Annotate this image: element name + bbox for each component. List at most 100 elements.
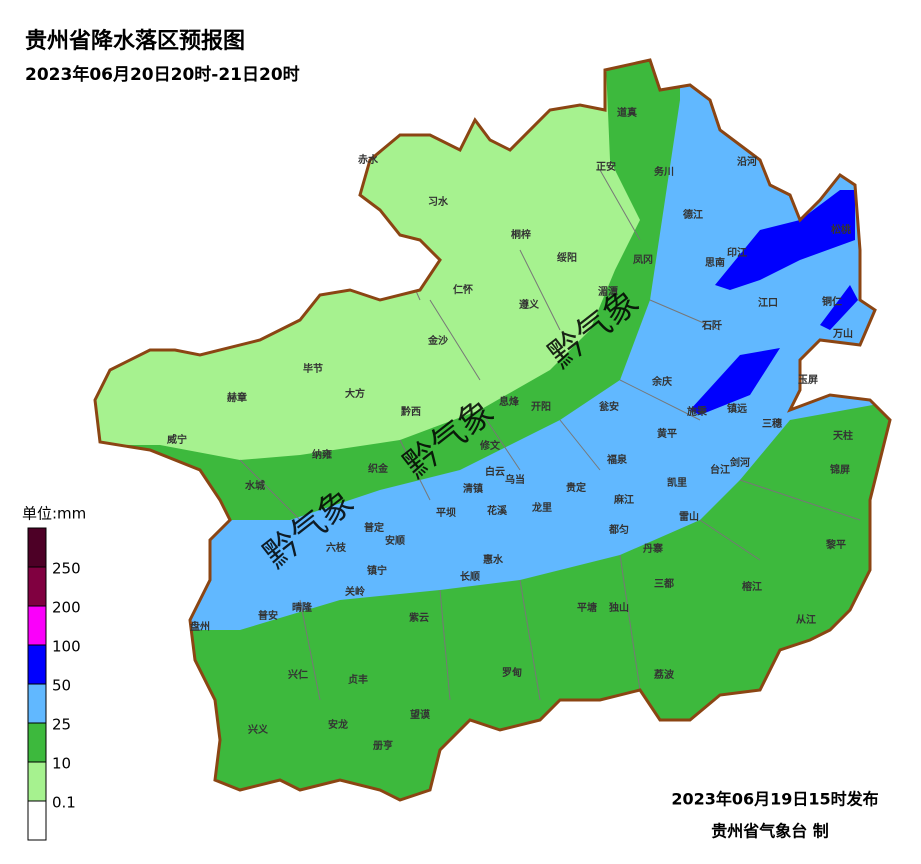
county-name: 天柱 bbox=[833, 429, 853, 442]
county-name: 望谟 bbox=[410, 708, 431, 721]
area-25-50 bbox=[180, 60, 890, 630]
county-name: 瓮安 bbox=[599, 400, 619, 413]
county-name: 剑河 bbox=[729, 456, 750, 469]
county-name: 石阡 bbox=[701, 319, 722, 332]
county-name: 白云 bbox=[485, 465, 505, 478]
legend-swatch bbox=[27, 761, 47, 802]
county-name: 麻江 bbox=[613, 493, 634, 506]
county-name: 松桃 bbox=[831, 223, 851, 236]
county-name: 开阳 bbox=[531, 401, 551, 413]
county-name: 紫云 bbox=[409, 611, 429, 624]
legend-unit: 单位:mm bbox=[22, 505, 86, 523]
county-name: 关岭 bbox=[345, 585, 365, 598]
county-name: 台江 bbox=[710, 463, 730, 476]
legend-label: 10 bbox=[52, 755, 71, 773]
county-name: 水城 bbox=[244, 479, 265, 492]
county-name: 赫章 bbox=[227, 391, 247, 404]
county-name: 沿河 bbox=[737, 155, 757, 168]
county-name: 花溪 bbox=[487, 504, 508, 517]
county-name: 江口 bbox=[758, 296, 778, 309]
legend-swatch bbox=[27, 605, 47, 646]
county-name: 纳雍 bbox=[312, 448, 332, 461]
legend-label: 100 bbox=[52, 638, 81, 656]
county-name: 道真 bbox=[617, 106, 637, 119]
legend-swatch bbox=[27, 527, 47, 568]
map-title: 贵州省降水落区预报图 bbox=[25, 29, 245, 54]
county-name: 惠水 bbox=[483, 553, 504, 566]
county-name: 玉屏 bbox=[798, 374, 818, 386]
county-name: 六枝 bbox=[326, 541, 347, 554]
county-name: 册亨 bbox=[373, 739, 393, 752]
legend-swatch bbox=[27, 722, 47, 763]
county-name: 三穗 bbox=[762, 417, 782, 430]
county-name: 龙里 bbox=[531, 501, 552, 514]
county-name: 安顺 bbox=[385, 534, 405, 547]
agency: 贵州省气象台 制 bbox=[711, 822, 829, 841]
county-name: 镇远 bbox=[727, 402, 747, 415]
county-name: 安龙 bbox=[328, 718, 348, 731]
county-name: 织金 bbox=[368, 462, 389, 475]
county-name: 习水 bbox=[428, 195, 449, 208]
county-name: 乌当 bbox=[505, 473, 525, 486]
county-name: 榕江 bbox=[742, 580, 762, 593]
county-name: 仁怀 bbox=[453, 283, 473, 296]
county-name: 晴隆 bbox=[292, 601, 313, 614]
county-name: 黎平 bbox=[826, 538, 846, 551]
county-name: 独山 bbox=[609, 601, 629, 614]
county-name: 平坝 bbox=[436, 506, 456, 519]
county-name: 长顺 bbox=[460, 570, 480, 583]
county-name: 锦屏 bbox=[830, 463, 850, 476]
county-name: 余庆 bbox=[651, 375, 672, 388]
county-name: 万山 bbox=[832, 327, 853, 340]
legend-label: 0.1 bbox=[52, 794, 76, 812]
legend-swatch bbox=[27, 683, 47, 724]
legend-swatch bbox=[27, 800, 47, 841]
county-name: 凯里 bbox=[667, 476, 687, 489]
legend-label: 50 bbox=[52, 677, 71, 695]
county-name: 从江 bbox=[796, 613, 816, 626]
county-name: 三都 bbox=[654, 577, 674, 590]
county-name: 贞丰 bbox=[348, 673, 368, 686]
county-name: 凤冈 bbox=[633, 254, 653, 266]
county-name: 兴仁 bbox=[288, 668, 308, 681]
legend-label: 250 bbox=[52, 560, 81, 578]
county-name: 荔波 bbox=[653, 668, 675, 681]
county-name: 大方 bbox=[345, 387, 365, 400]
legend-swatch bbox=[27, 566, 47, 607]
county-name: 都匀 bbox=[608, 523, 629, 536]
area-50-100 bbox=[715, 190, 855, 290]
area-50-100 bbox=[820, 285, 858, 330]
county-name: 金沙 bbox=[427, 334, 448, 347]
county-name: 镇宁 bbox=[367, 564, 387, 577]
county-name: 普定 bbox=[364, 521, 384, 534]
county-name: 威宁 bbox=[167, 433, 187, 446]
county-name: 赤水 bbox=[358, 153, 379, 166]
county-name: 桐梓 bbox=[511, 228, 531, 241]
legend-label: 200 bbox=[52, 599, 81, 617]
county-name: 盘州 bbox=[190, 620, 210, 633]
county-name: 清镇 bbox=[463, 482, 483, 495]
county-name: 遵义 bbox=[519, 298, 540, 311]
county-name: 毕节 bbox=[303, 362, 323, 375]
county-name: 施秉 bbox=[687, 405, 708, 418]
county-name: 正安 bbox=[596, 160, 616, 173]
county-name: 铜仁 bbox=[822, 295, 842, 308]
county-name: 雷山 bbox=[679, 510, 699, 523]
county-name: 绥阳 bbox=[557, 251, 577, 264]
county-name: 丹寨 bbox=[643, 542, 663, 555]
county-name: 黄平 bbox=[657, 427, 677, 440]
county-name: 德江 bbox=[682, 208, 703, 221]
county-name: 湄潭 bbox=[598, 285, 618, 298]
legend-label: 25 bbox=[52, 716, 71, 734]
legend-swatch bbox=[27, 644, 47, 685]
county-name: 福泉 bbox=[606, 453, 628, 466]
county-name: 黔西 bbox=[401, 405, 421, 418]
county-name: 务川 bbox=[654, 165, 674, 178]
county-name: 兴义 bbox=[248, 723, 269, 736]
map-subtitle: 2023年06月20日20时-21日20时 bbox=[25, 64, 300, 85]
legend: 250 200 100 50 25 10 0.1 bbox=[27, 527, 81, 841]
county-name: 贵定 bbox=[566, 481, 586, 494]
